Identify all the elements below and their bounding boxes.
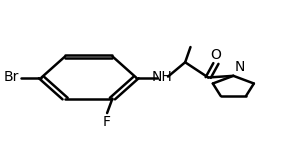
Text: NH: NH bbox=[152, 71, 173, 84]
Text: Br: Br bbox=[3, 71, 19, 84]
Text: O: O bbox=[211, 48, 221, 62]
Text: N: N bbox=[234, 60, 245, 74]
Text: F: F bbox=[103, 115, 111, 129]
